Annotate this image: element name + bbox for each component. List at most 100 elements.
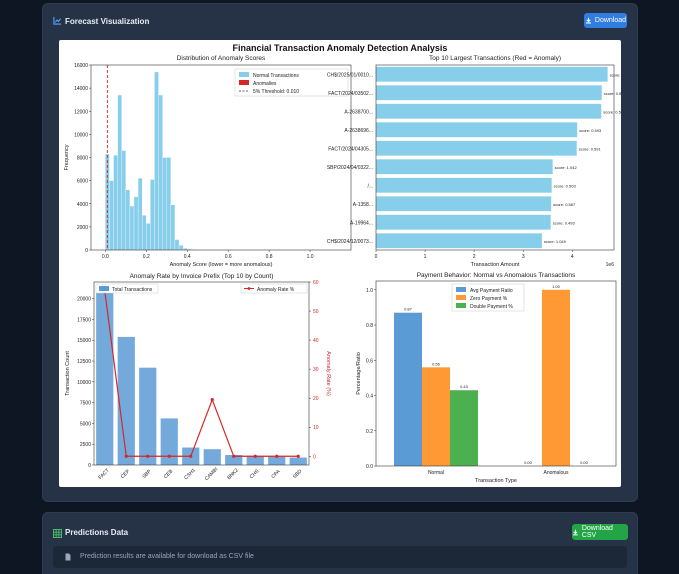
anomaly-rate-point — [146, 455, 149, 458]
anomaly-rate-point — [275, 455, 278, 458]
category-label: A-1358... — [353, 202, 373, 208]
y-tick-label: 7500 — [80, 401, 91, 407]
histogram-bar — [159, 95, 163, 250]
table-icon — [53, 529, 62, 538]
legend-label: Double Payment % — [470, 304, 513, 310]
x-tick-label: 0.0 — [102, 254, 109, 260]
y2-tick-label: 40 — [313, 338, 319, 344]
y-tick-label: 0.8 — [366, 323, 373, 329]
transaction-bar — [376, 141, 577, 156]
transaction-bar — [376, 67, 608, 82]
download-csv-label: Download CSV — [582, 525, 628, 539]
figure-title: Financial Transaction Anomaly Detection … — [233, 43, 448, 53]
forecast-visualization-panel: Forecast Visualization Download Financia… — [42, 3, 638, 502]
category-label: A-2638696... — [344, 128, 373, 134]
anomaly-rate-point — [189, 455, 192, 458]
transaction-bar — [376, 233, 542, 248]
chart2-xlabel: Transaction Amount — [471, 262, 520, 268]
anomaly-rate-point — [297, 455, 300, 458]
histogram-bar — [138, 178, 142, 250]
chart4-xlabel: Transaction Type — [475, 478, 517, 484]
anomaly-rate-point — [232, 455, 235, 458]
x-tick-label: 0 — [375, 254, 378, 260]
bar-value-label: 0.43 — [460, 384, 469, 389]
legend-swatch — [239, 72, 249, 77]
score-label: score: 0.531 — [603, 109, 621, 114]
legend-swatch — [239, 80, 249, 85]
y-tick-label: 0 — [88, 463, 91, 469]
chart1-title: Distribution of Anomaly Scores — [177, 55, 266, 62]
y-tick-label: 10000 — [77, 380, 91, 386]
transaction-bar — [376, 178, 552, 193]
bar-value-label: 0.87 — [404, 307, 413, 312]
x-tick-label: 1.0 — [307, 254, 314, 260]
y-tick-label: 5000 — [80, 421, 91, 427]
category-label: SBP/2024/04/0322... — [327, 165, 373, 171]
y-tick-label: 10000 — [74, 132, 88, 138]
category-label: CH$/2024/12/0073... — [327, 239, 373, 245]
group-label: Anomalous — [543, 470, 569, 476]
bar-value-label: 0.56 — [432, 361, 441, 366]
legend-swatch — [456, 287, 466, 292]
anomaly-rate-point — [125, 455, 128, 458]
score-label: score: 1.106 — [610, 72, 621, 77]
legend-label: Anomaly Rate % — [257, 287, 295, 293]
file-icon — [65, 553, 71, 561]
chart2-title: Top 10 Largest Transactions (Red = Anoma… — [429, 55, 561, 62]
chart3-ylabel: Transaction Count — [65, 351, 71, 396]
transaction-bar — [376, 215, 551, 230]
prefix-label: SBP — [141, 468, 153, 480]
prefix-count-bar — [96, 292, 113, 465]
panel-title: Forecast Visualization — [65, 17, 149, 26]
chart4-ylabel: Percentage/Ratio — [356, 352, 362, 395]
prefix-count-bar — [118, 337, 135, 465]
score-label: score: 0.493 — [579, 128, 602, 133]
prefix-label: CEP — [120, 468, 132, 480]
y2-tick-label: 30 — [313, 367, 319, 373]
bar-value-label: 0.00 — [524, 460, 533, 465]
panel-header: Forecast Visualization Download — [43, 4, 637, 34]
y-tick-label: 20000 — [77, 297, 91, 303]
x-tick-label: 3 — [522, 254, 525, 260]
transaction-bar — [376, 85, 602, 100]
anomaly-rate-point — [254, 455, 257, 458]
histogram-bar — [163, 158, 167, 251]
y-tick-label: 15000 — [77, 338, 91, 344]
info-note: Prediction results are available for dow… — [53, 546, 627, 568]
y2-tick-label: 0 — [313, 454, 316, 460]
anomaly-rate-point — [168, 455, 171, 458]
chart3-title: Anomaly Rate by Invoice Prefix (Top 10 b… — [130, 273, 274, 280]
histogram-bar — [154, 72, 158, 250]
payment-bar — [542, 290, 570, 466]
histogram-bar — [150, 179, 154, 250]
download-csv-button[interactable]: Download CSV — [572, 524, 628, 540]
prefix-label: SBD — [292, 468, 304, 480]
y-tick-label: 12000 — [74, 109, 88, 115]
category-label: CH$/2025/01/0010... — [327, 72, 373, 78]
payment-bar — [450, 390, 478, 466]
transaction-bar — [376, 122, 577, 137]
prefix-count-bar — [290, 458, 307, 465]
y-tick-label: 0.4 — [366, 394, 373, 400]
legend-swatch — [99, 286, 109, 291]
y2-tick-label: 50 — [313, 309, 319, 315]
y-tick-label: 8000 — [77, 156, 88, 162]
y2-tick-label: 20 — [313, 396, 319, 402]
category-label: FACT/2024/03502... — [328, 91, 373, 97]
category-label: A-2638700... — [344, 109, 373, 115]
prefix-label: CPA — [270, 468, 282, 480]
y-tick-label: 12500 — [77, 359, 91, 365]
x-tick-label: 0.8 — [266, 254, 273, 260]
transaction-bar — [376, 104, 601, 119]
payment-bar — [394, 313, 422, 466]
y2-tick-label: 10 — [313, 425, 319, 431]
prefix-label: CHS — [249, 468, 261, 480]
prefix-label: CAMBI — [204, 467, 219, 482]
category-label: A-19964... — [350, 220, 373, 226]
legend-label: Zero Payment % — [470, 296, 508, 302]
y-tick-label: 0.6 — [366, 358, 373, 364]
bar-value-label: 0.00 — [580, 460, 589, 465]
histogram-bar — [142, 215, 146, 250]
download-icon — [572, 529, 579, 536]
download-button[interactable]: Download — [584, 13, 627, 28]
